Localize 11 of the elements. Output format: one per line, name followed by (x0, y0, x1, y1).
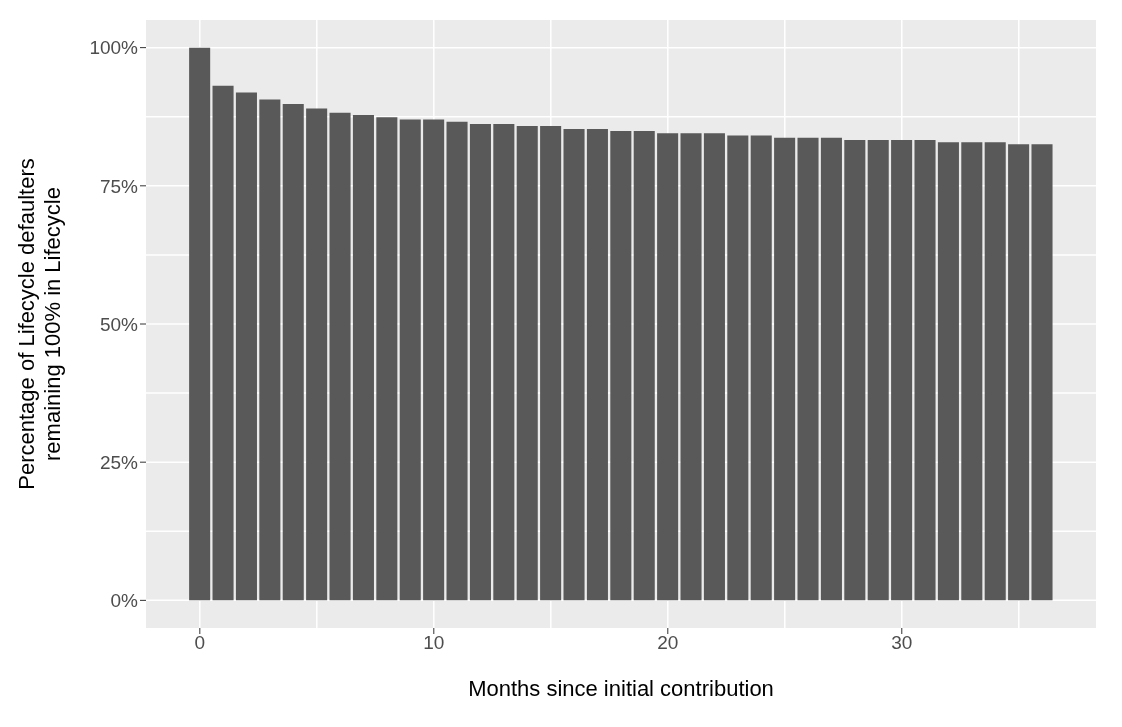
x-tick-label: 0 (194, 632, 206, 654)
y-tick-label: 100% (89, 37, 139, 59)
y-axis-title: Percentage of Lifecycle defaulters remaining 100% in Lifecycle (14, 158, 65, 490)
x-tick-label: 10 (423, 632, 445, 654)
y-tick-label: 0% (110, 590, 139, 612)
x-tick-label: 30 (891, 632, 913, 654)
y-tick-label: 25% (99, 451, 139, 473)
y-tick-label: 50% (99, 313, 139, 335)
y-tick-label: 75% (99, 175, 139, 197)
x-axis-title: Months since initial contribution (468, 676, 774, 701)
x-tick-label: 20 (657, 632, 679, 654)
